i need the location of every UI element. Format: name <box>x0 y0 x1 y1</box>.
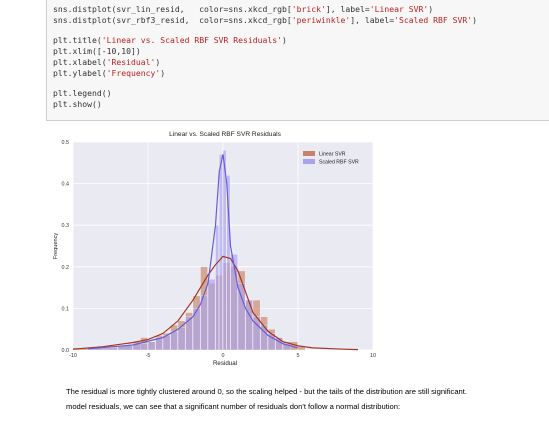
legend-label: Linear SVR <box>319 152 346 158</box>
code-token: ) <box>428 4 434 14</box>
x-axis-label: Residual <box>213 360 237 367</box>
x-tick-label: -10 <box>69 353 77 359</box>
code-line: sns.distplot(svr_lin_resid, color=sns.xk… <box>53 4 549 15</box>
code-string: 'Frequency' <box>106 68 161 78</box>
code-token: plt.xlim([-10,10]) <box>53 46 141 56</box>
code-token: ) <box>155 57 161 67</box>
chart: -10 -5 0 5 10 0.0 0.1 0.2 0.3 0.4 0.5 Linear vs. S… <box>53 131 377 367</box>
legend-label: Scaled RBF SVR <box>319 160 359 166</box>
histogram-bar <box>282 343 291 351</box>
x-tick-label: 0 <box>222 353 225 359</box>
legend: Linear SVR Scaled RBF SVR <box>300 147 370 169</box>
code-token: plt.legend() <box>53 88 112 98</box>
code-string: 'Linear SVR' <box>369 4 429 14</box>
code-token: plt.show() <box>53 99 102 109</box>
markdown-line-2: model residuals, we can see that a signi… <box>66 402 401 411</box>
legend-swatch <box>303 151 315 156</box>
histogram-bar <box>207 279 216 351</box>
x-tick-label: -5 <box>146 353 151 359</box>
kde-curve-1 <box>87 154 299 350</box>
code-string: 'Linear vs. Scaled RBF SVR Residuals' <box>101 35 283 45</box>
x-tick-label: 10 <box>370 353 376 359</box>
code-token: plt.ylabel( <box>53 68 107 78</box>
code-string: 'periwinkle' <box>291 15 351 25</box>
y-tick-label: 0.4 <box>62 182 70 188</box>
histogram-bar <box>185 316 193 351</box>
histogram-bar <box>237 283 246 351</box>
code-string: 'Residual' <box>106 57 156 67</box>
code-line: plt.xlim([-10,10]) <box>53 46 549 57</box>
code-line: plt.ylabel('Frequency') <box>53 68 549 79</box>
histogram-bar <box>226 175 231 351</box>
markdown-line-1: The residual is more tightly clustered a… <box>66 387 467 396</box>
code-token: sns.distplot(svr_rbf3_resid, color=sns.x… <box>53 15 292 25</box>
code-token: ) <box>160 68 166 78</box>
code-token: ], label= <box>350 15 395 25</box>
histogram-bar <box>192 308 201 351</box>
kde-lines <box>72 154 359 351</box>
y-tick-label: 0.0 <box>62 348 70 354</box>
histogram-bar <box>170 331 178 351</box>
ticks: -10 -5 0 5 10 0.0 0.1 0.2 0.3 0.4 0.5 <box>62 140 377 359</box>
code-token: sns.distplot(svr_lin_resid, color=sns.xk… <box>53 4 292 14</box>
chart-title: Linear vs. Scaled RBF SVR Residuals <box>169 131 281 138</box>
y-tick-label: 0.2 <box>62 265 70 271</box>
code-token: ) <box>472 15 477 25</box>
code-token: ) <box>282 35 287 45</box>
code-blank-line <box>53 26 549 35</box>
code-string: 'brick' <box>291 4 326 14</box>
histogram-bar <box>219 154 223 351</box>
code-token: plt.xlabel( <box>53 57 107 67</box>
code-line: plt.legend() <box>53 88 549 99</box>
kde-curve-0 <box>72 255 359 351</box>
code-token: ], label= <box>325 4 370 14</box>
code-cell[interactable]: sns.distplot(svr_lin_resid, color=sns.xk… <box>46 0 549 121</box>
histogram-bar <box>162 335 171 351</box>
code-string: 'Scaled RBF SVR' <box>394 15 473 25</box>
histogram-bar <box>147 341 156 351</box>
output-area: -10 -5 0 5 10 0.0 0.1 0.2 0.3 0.4 0.5 Linear vs. S… <box>46 121 549 427</box>
y-tick-label: 0.5 <box>62 140 70 146</box>
histogram-bar <box>230 254 238 351</box>
y-tick-label: 0.3 <box>62 223 70 229</box>
y-axis-label: Frequency <box>53 233 59 260</box>
legend-box <box>300 147 370 169</box>
y-tick-label: 0.1 <box>62 306 70 312</box>
code-line: plt.show() <box>53 99 549 110</box>
histogram-bar <box>155 337 163 351</box>
code-blank-line <box>53 79 549 88</box>
legend-swatch <box>303 159 315 164</box>
x-tick-label: 5 <box>297 353 300 359</box>
histogram-bar <box>215 225 219 351</box>
histogram-bar <box>177 326 186 351</box>
histogram-bar <box>260 324 268 351</box>
code-line: sns.distplot(svr_rbf3_resid, color=sns.x… <box>53 15 549 26</box>
code-line: plt.xlabel('Residual') <box>53 57 549 68</box>
histogram-bar <box>222 150 227 351</box>
code-line: plt.title('Linear vs. Scaled RBF SVR Res… <box>53 35 549 46</box>
code-token: plt.title( <box>53 35 102 45</box>
histogram-bar <box>200 295 208 351</box>
